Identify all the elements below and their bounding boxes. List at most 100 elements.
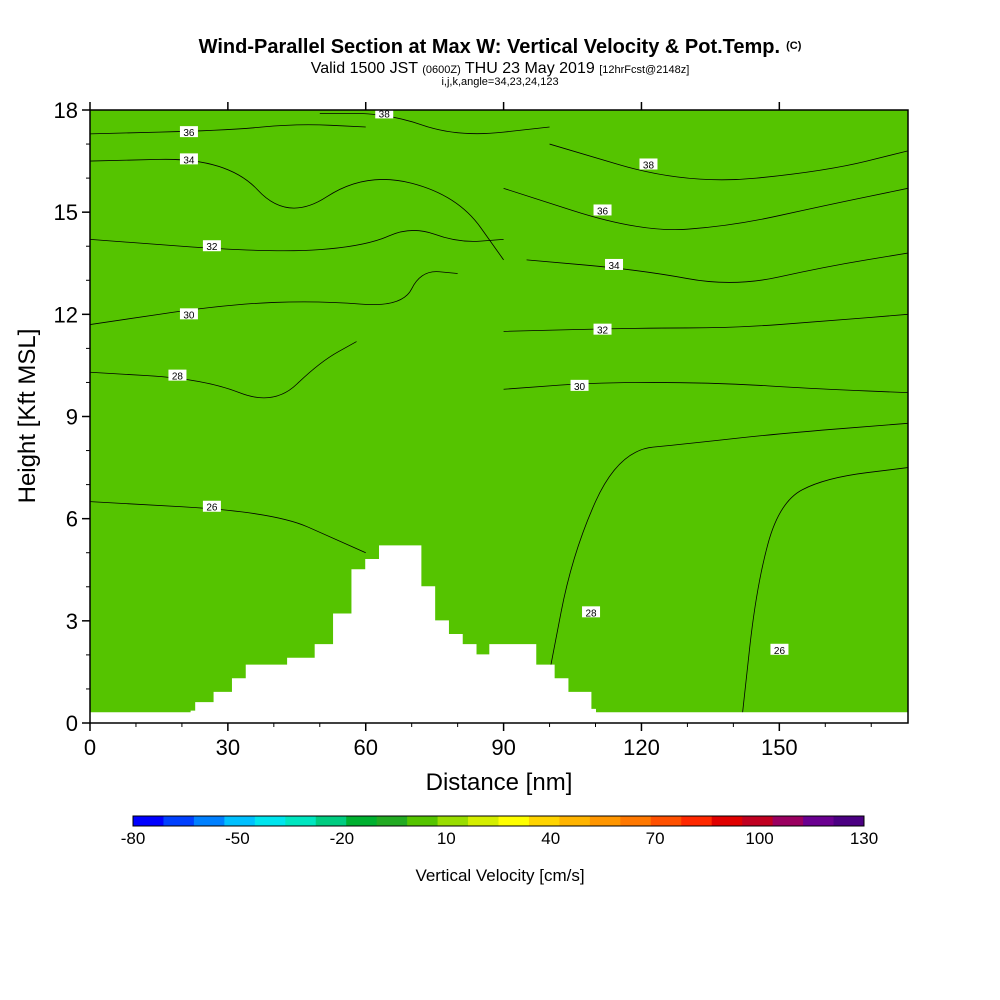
colorbar-tick-label: 70 — [646, 829, 665, 848]
contour-label: 34 — [179, 153, 198, 166]
velocity-background — [90, 110, 908, 723]
chart-title: Wind-Parallel Section at Max W: Vertical… — [0, 36, 1000, 59]
svg-text:34: 34 — [183, 155, 195, 166]
subtitle-date: THU 23 May 2019 — [464, 60, 595, 77]
chart-index-line: i,j,k,angle=34,23,24,123 — [441, 76, 559, 88]
x-axis-label: Distance [nm] — [426, 769, 573, 796]
colorbar-swatch — [711, 816, 743, 826]
colorbar: -80 -50 -20 10 40 70 100 130 — [121, 815, 878, 848]
y-tick-label: 9 — [66, 405, 78, 430]
colorbar-swatch — [193, 816, 225, 826]
colorbar-swatch — [346, 816, 378, 826]
colorbar-tick-label: -20 — [330, 829, 355, 848]
colorbar-swatch — [254, 816, 286, 826]
isentrope — [503, 313, 908, 332]
isentrope — [549, 143, 908, 181]
colorbar-swatch — [163, 816, 195, 826]
chart-title-tag: (C) — [786, 40, 802, 52]
isentrope — [90, 124, 366, 135]
svg-text:34: 34 — [608, 261, 620, 272]
plot-area: 26 28 30 32 34 36 38 28 30 32 34 36 38 26 — [89, 107, 909, 724]
contour-label: 36 — [179, 126, 198, 139]
isentrope — [549, 422, 908, 672]
y-tick-label: 18 — [54, 98, 78, 123]
isentrope — [90, 341, 357, 399]
isentrope — [503, 187, 908, 231]
colorbar-tick-label: 10 — [437, 829, 456, 848]
svg-text:28: 28 — [585, 608, 597, 619]
colorbar-swatch — [833, 816, 865, 826]
svg-text:26: 26 — [774, 646, 786, 657]
colorbar-tick-label: 100 — [745, 829, 773, 848]
y-axis: 0 3 6 9 12 15 18 — [54, 98, 90, 736]
contour-label: 38 — [375, 107, 394, 120]
isentrope — [90, 230, 504, 252]
subtitle-forecast: [12hrFcst@2148z] — [599, 64, 690, 76]
contour-label: 32 — [593, 323, 612, 337]
contour-label: 34 — [605, 258, 624, 272]
colorbar-swatch — [224, 816, 256, 826]
colorbar-swatch — [285, 816, 317, 826]
vertical-velocity-field — [90, 110, 908, 723]
colorbar-tick-label: 40 — [541, 829, 560, 848]
x-tick-label: 120 — [623, 735, 660, 760]
x-tick-label: 0 — [84, 735, 96, 760]
colorbar-swatch — [528, 816, 560, 826]
subtitle-utc-time: (0600Z) — [422, 64, 461, 76]
colorbar-swatch — [407, 816, 439, 826]
isentrope — [90, 271, 458, 325]
y-tick-label: 3 — [66, 609, 78, 634]
y-tick-label: 12 — [54, 302, 78, 327]
isentrope — [90, 501, 366, 554]
svg-text:28: 28 — [172, 372, 184, 383]
contour-label: 30 — [179, 308, 198, 321]
svg-text:26: 26 — [206, 503, 218, 514]
y-tick-label: 15 — [54, 200, 78, 225]
colorbar-tick-label: -80 — [121, 829, 146, 848]
subtitle-valid-time: Valid 1500 JST — [310, 60, 418, 77]
contour-labels: 26 28 30 32 34 36 38 28 30 32 34 36 38 26 — [168, 107, 789, 657]
svg-text:38: 38 — [379, 109, 391, 120]
x-tick-label: 150 — [761, 735, 798, 760]
terrain-profile — [89, 545, 909, 724]
svg-text:36: 36 — [597, 206, 609, 217]
colorbar-swatch — [437, 816, 469, 826]
contour-label: 26 — [770, 643, 789, 657]
contour-label: 32 — [202, 240, 221, 253]
chart-subtitle: Valid 1500 JST (0600Z) THU 23 May 2019 [… — [0, 60, 1000, 78]
contour-label: 36 — [593, 204, 612, 217]
svg-text:38: 38 — [643, 160, 655, 171]
y-tick-label: 6 — [66, 507, 78, 532]
colorbar-tick-label: 130 — [850, 829, 878, 848]
colorbar-swatch — [620, 816, 652, 826]
colorbar-swatch — [772, 816, 804, 826]
x-axis: 0 30 60 90 120 150 — [84, 102, 872, 760]
colorbar-swatch — [559, 816, 591, 826]
colorbar-swatch — [376, 816, 408, 826]
colorbar-label: Vertical Velocity [cm/s] — [415, 866, 584, 885]
y-axis-label: Height [Kft MSL] — [14, 329, 41, 504]
colorbar-swatch — [468, 816, 499, 826]
y-tick-label: 0 — [66, 711, 78, 736]
isentrope — [742, 467, 908, 713]
svg-text:32: 32 — [597, 326, 609, 337]
isentrope — [503, 382, 908, 394]
svg-text:36: 36 — [183, 128, 195, 139]
colorbar-tick-label: -50 — [225, 829, 250, 848]
colorbar-swatch — [498, 816, 530, 826]
colorbar-swatch — [803, 816, 835, 826]
isentrope — [319, 113, 550, 135]
colorbar-swatch — [315, 816, 347, 826]
colorbar-swatch — [650, 816, 682, 826]
contour-label: 28 — [582, 606, 601, 619]
chart-title-text: Wind-Parallel Section at Max W: Vertical… — [198, 36, 781, 58]
x-tick-label: 60 — [353, 735, 377, 760]
colorbar-swatch — [681, 816, 713, 826]
terrain — [89, 545, 909, 724]
pot-temp-contours — [90, 113, 908, 713]
svg-text:30: 30 — [574, 382, 586, 393]
isentrope — [90, 158, 504, 261]
colorbar-swatch — [133, 816, 164, 826]
colorbar-frame — [132, 815, 865, 827]
